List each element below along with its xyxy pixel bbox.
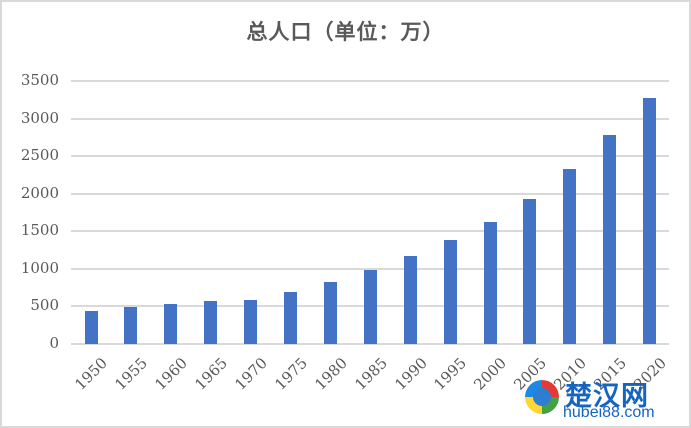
watermark-name: 楚汉网 bbox=[565, 381, 649, 412]
bar-2015 bbox=[603, 135, 617, 344]
x-tick-label: 1950 bbox=[71, 354, 112, 394]
y-tick-label: 500 bbox=[30, 296, 59, 315]
bar-1965 bbox=[204, 301, 218, 344]
gridline bbox=[71, 192, 669, 195]
x-tick-label: 1985 bbox=[350, 354, 391, 394]
y-tick-label: 2000 bbox=[20, 183, 59, 202]
bar-2010 bbox=[563, 168, 577, 344]
bar-1995 bbox=[443, 239, 457, 344]
gridline bbox=[71, 267, 669, 270]
watermark-url: hubei88.com bbox=[563, 404, 655, 421]
x-tick-label: 1955 bbox=[111, 354, 152, 394]
bar-2020 bbox=[643, 98, 657, 344]
x-tick-label: 1975 bbox=[270, 354, 311, 394]
globe-logo-icon bbox=[525, 380, 559, 414]
x-tick-label: 1965 bbox=[191, 354, 231, 394]
y-tick-label: 1000 bbox=[20, 258, 59, 277]
bar-1960 bbox=[164, 304, 178, 344]
bar-1985 bbox=[363, 269, 377, 344]
x-tick-label: 2000 bbox=[470, 354, 511, 394]
y-tick-label: 0 bbox=[49, 334, 59, 352]
bar-1955 bbox=[124, 307, 138, 344]
x-tick-label: 1980 bbox=[310, 354, 351, 394]
bar-1970 bbox=[244, 300, 258, 344]
bar-2005 bbox=[523, 198, 537, 344]
bar-1950 bbox=[84, 310, 98, 344]
x-tick-label: 1960 bbox=[151, 354, 192, 394]
chart-title: 总人口（单位：万） bbox=[246, 19, 445, 44]
x-tick-label: 1990 bbox=[390, 354, 431, 394]
gridline bbox=[71, 155, 669, 158]
bar-1980 bbox=[323, 282, 337, 344]
x-tick-label: 1970 bbox=[231, 354, 271, 394]
gridline bbox=[71, 80, 669, 82]
gridline bbox=[71, 343, 669, 345]
bar-2000 bbox=[483, 222, 497, 344]
y-tick-label: 2500 bbox=[20, 146, 59, 165]
bar-1975 bbox=[284, 292, 297, 344]
gridline bbox=[71, 230, 669, 233]
y-tick-label: 3000 bbox=[20, 108, 59, 127]
gridline bbox=[71, 117, 669, 120]
bar-1990 bbox=[403, 256, 417, 344]
watermark: 楚汉网 hubei88.com bbox=[525, 376, 691, 426]
y-tick-label: 1500 bbox=[20, 221, 59, 240]
x-tick-label: 1995 bbox=[430, 354, 471, 394]
y-tick-label: 3500 bbox=[20, 71, 59, 89]
